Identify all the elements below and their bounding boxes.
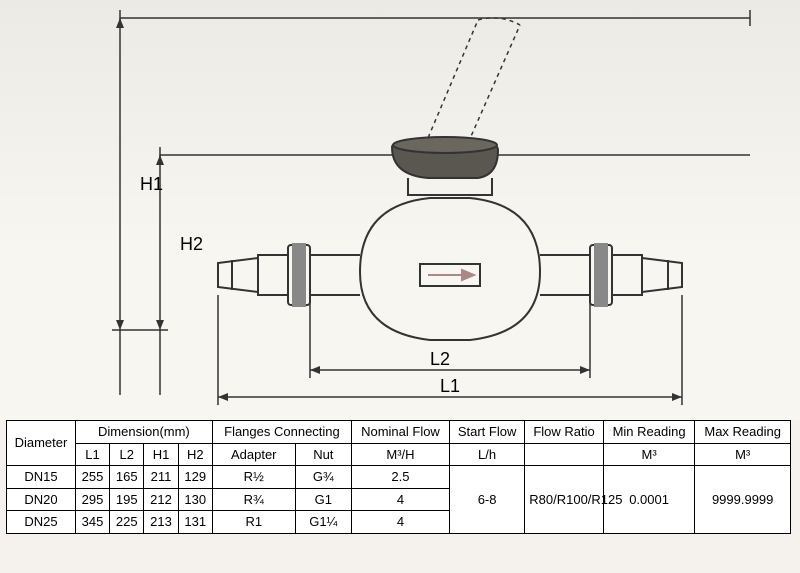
cell-start-flow: 6-8 — [449, 466, 524, 534]
col-nut: Nut — [295, 443, 351, 466]
col-h2: H2 — [178, 443, 212, 466]
cell: 165 — [110, 466, 144, 489]
col-adapter: Adapter — [212, 443, 295, 466]
col-m3h: M³/H — [352, 443, 450, 466]
col-nominal-flow: Nominal Flow — [352, 421, 450, 444]
col-l2: L2 — [110, 443, 144, 466]
cell: 131 — [178, 511, 212, 534]
technical-drawing: H1 H2 — [0, 0, 800, 420]
col-diameter: Diameter — [7, 421, 76, 466]
cell: 213 — [144, 511, 178, 534]
cell: 225 — [110, 511, 144, 534]
cell: R½ — [212, 466, 295, 489]
col-max-reading: Max Reading — [695, 421, 791, 444]
label-h1: H1 — [140, 174, 163, 194]
col-m3-2: M³ — [695, 443, 791, 466]
col-l1: L1 — [75, 443, 109, 466]
col-h1: H1 — [144, 443, 178, 466]
cell: 2.5 — [352, 466, 450, 489]
spec-table: Diameter Dimension(mm) Flanges Connectin… — [6, 420, 791, 534]
cell-flow-ratio: R80/R100/R125 — [525, 466, 604, 534]
col-flanges: Flanges Connecting — [212, 421, 351, 444]
table-header-row-1: Diameter Dimension(mm) Flanges Connectin… — [7, 421, 791, 444]
cell: R1 — [212, 511, 295, 534]
col-start-flow: Start Flow — [449, 421, 524, 444]
col-dimension: Dimension(mm) — [75, 421, 212, 444]
cell: 295 — [75, 488, 109, 511]
cell: 4 — [352, 511, 450, 534]
cell: 4 — [352, 488, 450, 511]
spec-table-container: Diameter Dimension(mm) Flanges Connectin… — [0, 420, 800, 534]
col-m3-1: M³ — [603, 443, 695, 466]
cell: G¾ — [295, 466, 351, 489]
label-l2: L2 — [430, 349, 450, 369]
cell: 211 — [144, 466, 178, 489]
col-min-reading: Min Reading — [603, 421, 695, 444]
label-h2: H2 — [180, 234, 203, 254]
cell: 212 — [144, 488, 178, 511]
col-ratio-blank — [525, 443, 604, 466]
table-header-row-2: L1 L2 H1 H2 Adapter Nut M³/H L/h M³ M³ — [7, 443, 791, 466]
cell: DN25 — [7, 511, 76, 534]
cell: 255 — [75, 466, 109, 489]
label-l1: L1 — [440, 376, 460, 396]
cell: G1 — [295, 488, 351, 511]
table-row: DN15 255 165 211 129 R½ G¾ 2.5 6-8 R80/R… — [7, 466, 791, 489]
col-flow-ratio: Flow Ratio — [525, 421, 604, 444]
cell: G1¼ — [295, 511, 351, 534]
cell: 129 — [178, 466, 212, 489]
cell: 345 — [75, 511, 109, 534]
cell: DN15 — [7, 466, 76, 489]
cell: R¾ — [212, 488, 295, 511]
cell: 195 — [110, 488, 144, 511]
cell-max-reading: 9999.9999 — [695, 466, 791, 534]
cell: DN20 — [7, 488, 76, 511]
col-lh: L/h — [449, 443, 524, 466]
cell: 130 — [178, 488, 212, 511]
